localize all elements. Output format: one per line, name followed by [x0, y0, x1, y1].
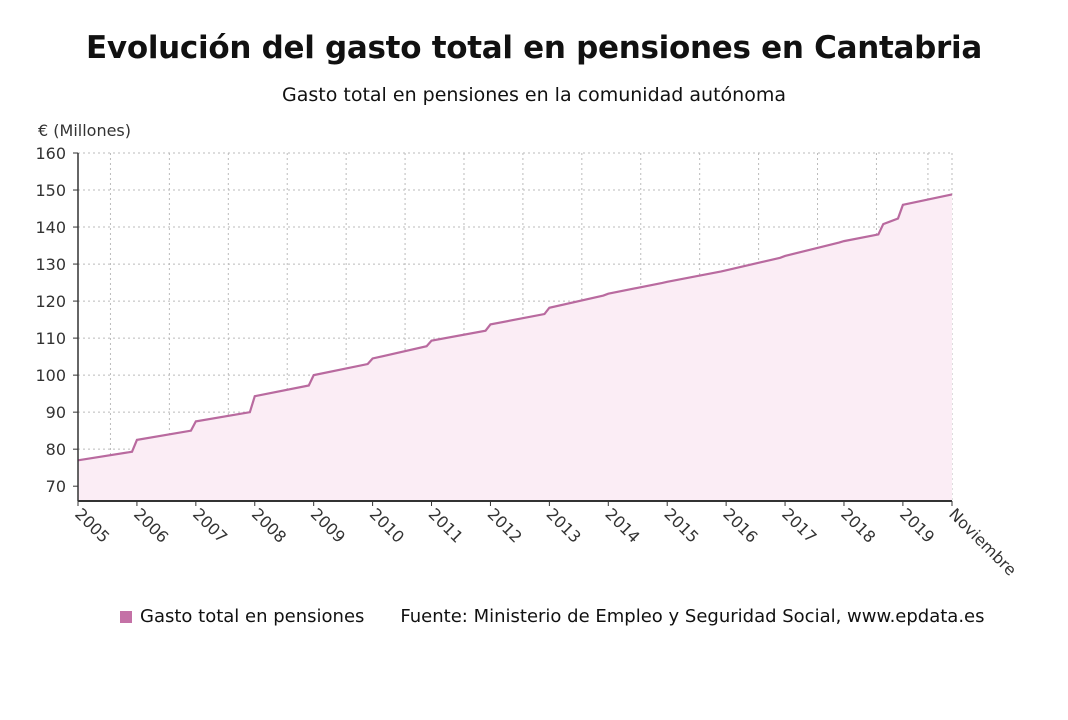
legend-label: Gasto total en pensiones [140, 606, 365, 627]
y-tick-label: 100 [35, 366, 66, 385]
x-tick-label: 2005 [71, 504, 113, 546]
y-tick-label: 150 [35, 181, 66, 200]
chart-subtitle: Gasto total en pensiones en la comunidad… [282, 84, 786, 106]
y-tick-label: 120 [35, 292, 66, 311]
x-tick-label: 2006 [130, 504, 172, 546]
source-note: Fuente: Ministerio de Empleo y Seguridad… [400, 606, 985, 627]
y-tick-label: 130 [35, 255, 66, 274]
y-tick-label: 90 [46, 403, 66, 422]
legend-swatch [120, 610, 132, 623]
y-tick-label: 110 [35, 329, 66, 348]
x-tick-label: 2011 [425, 504, 467, 546]
x-tick-label: 2010 [366, 504, 408, 546]
series-area-fill [78, 194, 952, 501]
series-points [77, 194, 953, 461]
legend: Gasto total en pensiones Fuente: Ministe… [120, 606, 985, 627]
y-axis-label: € (Millones) [38, 121, 131, 140]
x-tick-label: 2007 [189, 504, 231, 546]
x-tick-label: 2017 [778, 504, 820, 546]
x-tick-label: 2014 [601, 504, 643, 546]
y-tick-label: 140 [35, 218, 66, 237]
y-tick-label: 80 [46, 440, 66, 459]
axes [73, 152, 953, 506]
x-tick-label: 2008 [248, 504, 290, 546]
chart-area: € (Millones) 70 80 90 100 110 120 130 140 150 160… [35, 121, 1020, 580]
x-ticks: 2005 2006 2007 2008 2009 2010 2011 2012 2013 2014… [71, 504, 1020, 579]
x-tick-label: 2019 [896, 504, 938, 546]
x-tick-label: 2018 [837, 504, 879, 546]
y-tick-label: 160 [35, 144, 66, 163]
chart-title: Evolución del gasto total en pensiones e… [86, 30, 982, 66]
x-tick-label: 2013 [543, 504, 585, 546]
x-tick-label: 2009 [307, 504, 349, 546]
y-ticks: 70 80 90 100 110 120 130 140 150 160 [35, 144, 66, 496]
x-tick-label: 2012 [484, 504, 526, 546]
y-tick-label: 70 [46, 477, 66, 496]
series-line [77, 193, 953, 462]
x-tick-label: 2016 [719, 504, 761, 546]
x-tick-label: Noviembre [945, 504, 1020, 579]
x-tick-label: 2015 [660, 504, 702, 546]
